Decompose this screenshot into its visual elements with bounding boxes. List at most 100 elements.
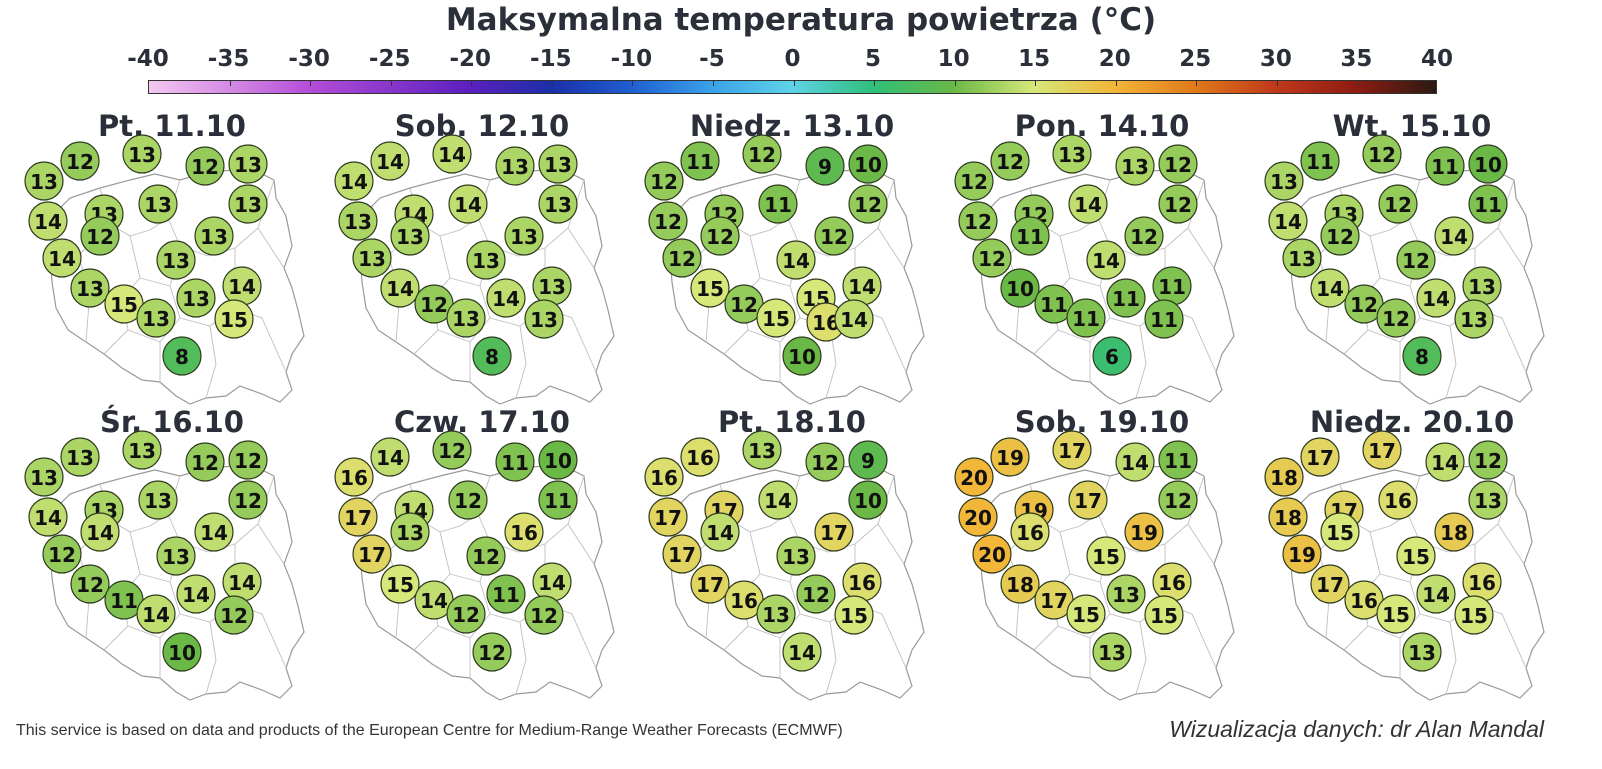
temperature-marker: 16: [842, 562, 882, 602]
visualization-credit: Wizualizacja danych: dr Alan Mandal: [1169, 716, 1544, 742]
day-title: Wt. 15.10: [1332, 109, 1492, 143]
temperature-bubble: [1144, 299, 1184, 339]
temperature-marker: 11: [1144, 299, 1184, 339]
temperature-marker: 16: [1462, 562, 1502, 602]
temperature-bubble: [848, 440, 888, 480]
temperature-marker: 14: [1416, 574, 1456, 614]
temperature-marker: 8: [1402, 336, 1442, 376]
temperature-bubble: [1468, 184, 1508, 224]
temperature-value: 8: [485, 345, 499, 369]
temperature-marker: 12: [472, 632, 512, 672]
temperature-value: 10: [1474, 153, 1502, 177]
temperature-marker: 10: [848, 480, 888, 520]
day-title: Śr. 16.10: [100, 405, 244, 439]
temperature-value: 14: [706, 521, 734, 545]
temperature-value: 8: [175, 345, 189, 369]
temperature-marker: 8: [472, 336, 512, 376]
temperature-value: 11: [492, 583, 520, 607]
temperature-marker: 14: [758, 480, 798, 520]
temperature-marker: 12: [432, 430, 472, 470]
temperature-marker: 13: [538, 184, 578, 224]
temperature-marker: 9: [805, 146, 845, 186]
temperature-value: 13: [782, 545, 810, 569]
temperature-bubble: [1376, 298, 1416, 338]
temperature-value: 18: [1274, 506, 1302, 530]
temperature-value: 13: [142, 307, 170, 331]
temperature-value: 12: [478, 641, 506, 665]
region-border: [1497, 523, 1525, 565]
temperature-marker: 13: [138, 184, 178, 224]
temperature-bubble: [814, 512, 854, 552]
temperature-bubble: [805, 146, 845, 186]
temperature-bubble: [848, 480, 888, 520]
temperature-marker: 13: [24, 161, 64, 201]
temperature-value: 12: [1164, 489, 1192, 513]
temperature-value: 12: [1326, 225, 1354, 249]
day-panel: Niedz. 20.10 18 17 17 14 12 18 17 16 13 19 15 15 18 17…: [1262, 404, 1562, 704]
temperature-bubble: [338, 201, 378, 241]
day-panel: Niedz. 13.10 12 11 12 9 10 12 12 11 12 12 12 14 12 15 1…: [642, 108, 942, 408]
temperature-marker: 17: [1300, 437, 1340, 477]
day-title: Niedz. 20.10: [1309, 405, 1515, 439]
temperature-marker: 13: [352, 238, 392, 278]
temperature-marker: 13: [1115, 146, 1155, 186]
temperature-bubble: [1010, 216, 1050, 256]
temperature-bubble: [538, 480, 578, 520]
temperature-bubble: [1402, 632, 1442, 672]
temperature-marker: 12: [1396, 240, 1436, 280]
temperature-bubble: [1320, 216, 1360, 256]
region-border: [567, 227, 595, 269]
temperature-value: 10: [788, 345, 816, 369]
scale-tick-label: 20: [1098, 46, 1131, 72]
temperature-bubble: [834, 299, 874, 339]
temperature-bubble: [122, 430, 162, 470]
temperature-marker: 15: [214, 299, 254, 339]
temperature-bubble: [990, 141, 1030, 181]
temperature-value: 13: [501, 155, 529, 179]
temperature-value: 14: [1121, 451, 1149, 475]
temperature-value: 17: [1306, 446, 1334, 470]
region-border: [1187, 523, 1215, 565]
temperature-bubble: [80, 216, 120, 256]
temperature-value: 13: [1058, 143, 1086, 167]
temperature-marker: 12: [1124, 216, 1164, 256]
temperature-bubble: [1086, 240, 1126, 280]
temperature-bubble: [690, 268, 730, 308]
temperature-marker: 20: [972, 534, 1012, 574]
temperature-marker: 17: [648, 497, 688, 537]
region-border: [567, 523, 595, 565]
temperature-bubble: [42, 534, 82, 574]
scale-tick-label: -5: [699, 46, 725, 72]
temperature-value: 12: [1164, 153, 1192, 177]
temperature-bubble: [1396, 536, 1436, 576]
temperature-value: 15: [1326, 521, 1354, 545]
temperature-bubble: [1124, 216, 1164, 256]
temperature-bubble: [185, 442, 225, 482]
temperature-marker: 12: [1320, 216, 1360, 256]
scale-tick-label: 5: [865, 46, 882, 72]
temperature-bubble: [972, 238, 1012, 278]
temperature-value: 20: [978, 543, 1006, 567]
color-bar: [148, 80, 1437, 94]
day-title: Pt. 11.10: [98, 109, 246, 143]
temperature-value: 13: [396, 521, 424, 545]
temperature-bubble: [80, 512, 120, 552]
temperature-bubble: [28, 497, 68, 537]
temperature-marker: 12: [1362, 134, 1402, 174]
temperature-bubble: [338, 497, 378, 537]
temperature-bubble: [466, 240, 506, 280]
temperature-marker: 17: [814, 512, 854, 552]
temperature-value: 13: [66, 446, 94, 470]
temperature-value: 11: [110, 589, 138, 613]
temperature-value: 17: [1040, 589, 1068, 613]
temperature-value: 12: [1350, 293, 1378, 317]
scale-tick-label: -10: [610, 46, 653, 72]
temperature-marker: 14: [1425, 442, 1465, 482]
temperature-bubble: [390, 216, 430, 256]
temperature-value: 11: [1431, 155, 1459, 179]
temperature-marker: 14: [414, 580, 454, 620]
chart-title: Maksymalna temperatura powietrza (°C): [445, 2, 1157, 38]
day-panel: Sob. 12.10 14 14 14 13 13 13 14 14 13 13 13 13 13 14 12…: [332, 108, 632, 408]
